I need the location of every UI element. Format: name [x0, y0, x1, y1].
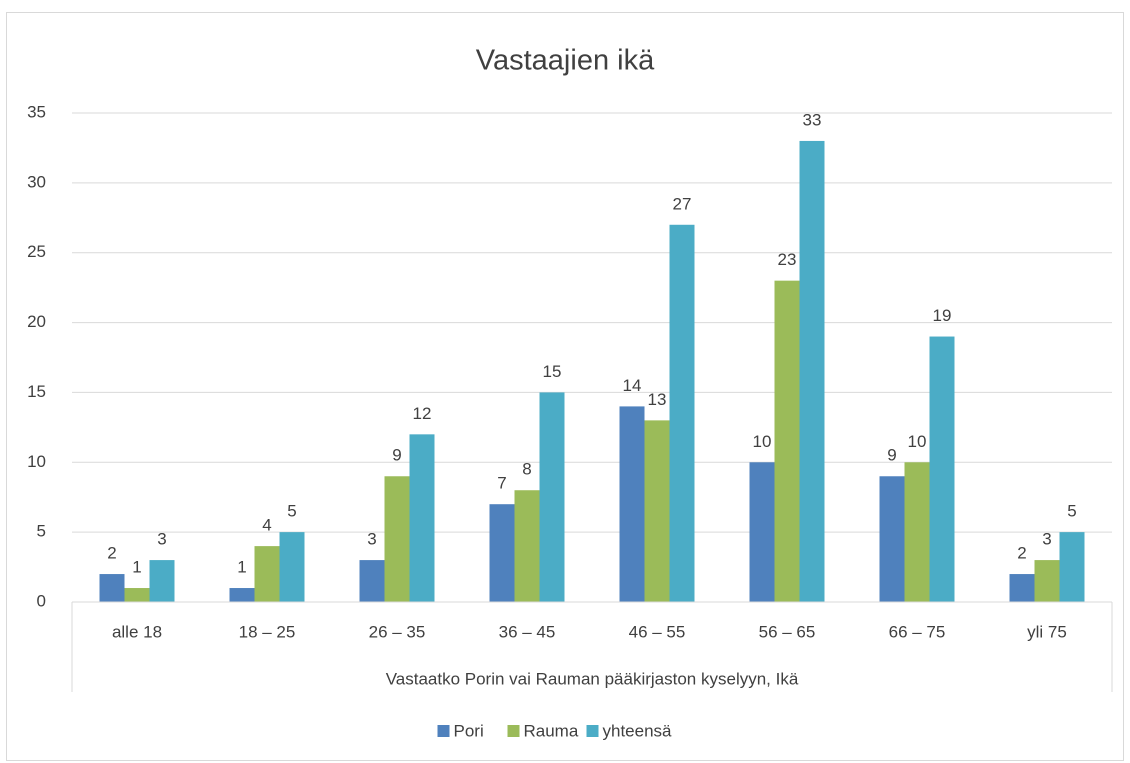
data-label: 10 — [908, 432, 927, 451]
data-label: 7 — [497, 474, 506, 493]
data-label: 3 — [1042, 530, 1051, 549]
bar — [489, 504, 515, 602]
x-tick-label: alle 18 — [112, 622, 162, 641]
data-label: 1 — [237, 558, 246, 577]
chart-border — [6, 12, 1124, 761]
bar — [254, 546, 280, 602]
data-label: 5 — [287, 502, 296, 521]
bar — [514, 490, 540, 602]
y-tick-label: 35 — [27, 102, 46, 121]
bar — [1059, 532, 1085, 602]
legend-label: Pori — [454, 721, 484, 740]
bar — [279, 532, 305, 602]
data-label: 33 — [803, 110, 822, 129]
y-tick-label: 25 — [27, 242, 46, 261]
bar — [359, 560, 385, 602]
legend-label: yhteensä — [603, 721, 673, 740]
y-tick-label: 15 — [27, 382, 46, 401]
bar — [619, 406, 645, 602]
data-label: 9 — [392, 446, 401, 465]
y-tick-label: 20 — [27, 312, 46, 331]
bar — [99, 574, 125, 602]
x-tick-label: 26 – 35 — [369, 622, 426, 641]
bar — [149, 560, 175, 602]
bar — [1009, 574, 1035, 602]
x-tick-label: 66 – 75 — [889, 622, 946, 641]
y-tick-label: 5 — [37, 522, 46, 541]
bar — [124, 588, 150, 602]
data-label: 2 — [107, 544, 116, 563]
data-label: 19 — [933, 306, 952, 325]
legend-swatch — [586, 725, 599, 737]
data-label: 13 — [648, 390, 667, 409]
data-label: 27 — [673, 194, 692, 213]
x-tick-label: yli 75 — [1027, 622, 1067, 641]
data-label: 23 — [778, 250, 797, 269]
legend-swatch — [437, 725, 450, 737]
data-label: 4 — [262, 516, 271, 535]
data-label: 15 — [543, 362, 562, 381]
bar — [904, 462, 930, 602]
bar — [384, 476, 410, 602]
data-label: 14 — [623, 376, 642, 395]
data-label: 3 — [157, 530, 166, 549]
legend-label: Rauma — [524, 721, 579, 740]
x-tick-label: 18 – 25 — [239, 622, 296, 641]
x-tick-label: 46 – 55 — [629, 622, 686, 641]
x-tick-label: 56 – 65 — [759, 622, 816, 641]
data-label: 1 — [132, 558, 141, 577]
data-label: 9 — [887, 446, 896, 465]
chart-title: Vastaajien ikä — [476, 45, 655, 77]
data-label: 12 — [413, 404, 432, 423]
data-label: 3 — [367, 530, 376, 549]
bar — [539, 392, 565, 602]
bar — [669, 224, 695, 602]
x-tick-label: 36 – 45 — [499, 622, 556, 641]
bar — [879, 476, 905, 602]
x-axis-title: Vastaatko Porin vai Rauman pääkirjaston … — [386, 669, 799, 688]
bar — [929, 336, 955, 602]
bar — [644, 420, 670, 602]
legend-swatch — [507, 725, 520, 737]
y-tick-label: 30 — [27, 172, 46, 191]
bar — [799, 140, 825, 602]
y-tick-label: 0 — [37, 591, 46, 610]
data-label: 10 — [753, 432, 772, 451]
bar — [409, 434, 435, 602]
y-tick-label: 10 — [27, 452, 46, 471]
data-label: 2 — [1017, 544, 1026, 563]
data-label: 5 — [1067, 502, 1076, 521]
bar — [229, 588, 255, 602]
data-label: 8 — [522, 460, 531, 479]
bar — [1034, 560, 1060, 602]
bar — [774, 280, 800, 602]
bar — [749, 462, 775, 602]
